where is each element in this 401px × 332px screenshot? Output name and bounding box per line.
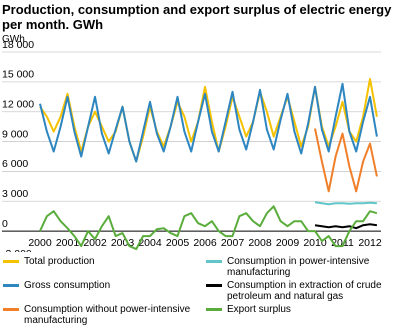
legend-swatch (3, 308, 19, 311)
y-tick-label: 15 000 (2, 69, 34, 81)
legend-label: Export surplus (227, 304, 291, 315)
legend-swatch (206, 260, 222, 263)
y-tick-label: 18 000 (2, 39, 34, 51)
x-tick-label: 2008 (248, 237, 272, 249)
y-tick-label: 3 000 (2, 188, 28, 200)
legend-label: Consumption without power-intensive manu… (24, 304, 191, 326)
legend-item: Consumption without power-intensive manu… (2, 304, 205, 326)
chart: -3 000 0 3 000 6 000 9 000 12 000 15 000 18 000… (2, 39, 382, 252)
x-tick-label: 2001 (56, 237, 80, 249)
legend-label: Consumption in extraction of crude petro… (227, 280, 382, 302)
series-line (314, 223, 378, 230)
series-line (39, 205, 378, 251)
legend-item: Consumption in power-intensive manufactu… (205, 256, 399, 278)
legend-item: Total production (2, 256, 205, 278)
legend-swatch (3, 284, 19, 287)
y-axis-label: GWh (2, 34, 25, 45)
series-line (314, 128, 378, 193)
x-tick-label: 2000 (28, 237, 52, 249)
legend-label: Gross consumption (24, 280, 111, 291)
x-tick-label: 2012 (358, 237, 382, 249)
y-tick-label: 0 (2, 218, 8, 230)
x-tick-label: 2002 (83, 237, 107, 249)
y-tick-label: 6 000 (2, 158, 28, 170)
legend-swatch (3, 260, 19, 263)
legend: Total production Consumption in power-int… (2, 256, 399, 326)
chart-title: Production, consumption and export surpl… (2, 2, 392, 32)
x-tick-label: 2005 (166, 237, 190, 249)
legend-item: Consumption in extraction of crude petro… (205, 280, 399, 302)
y-tick-label: 12 000 (2, 98, 34, 110)
x-tick-label: 2006 (193, 237, 217, 249)
legend-item: Gross consumption (2, 280, 205, 302)
x-tick-label: 2010 (303, 237, 327, 249)
x-tick-label: 2007 (221, 237, 245, 249)
legend-label: Total production (24, 256, 95, 267)
x-tick-label: 2004 (138, 237, 162, 249)
series-line (314, 201, 377, 206)
legend-label: Consumption in power-intensive manufactu… (227, 256, 370, 278)
legend-item: Export surplus (205, 304, 399, 326)
legend-swatch (206, 308, 222, 311)
x-tick-label: 2009 (276, 237, 300, 249)
series-line (39, 82, 378, 163)
y-tick-label: 9 000 (2, 128, 28, 140)
y-tick-label: -3 000 (2, 248, 32, 252)
legend-swatch (206, 284, 222, 287)
